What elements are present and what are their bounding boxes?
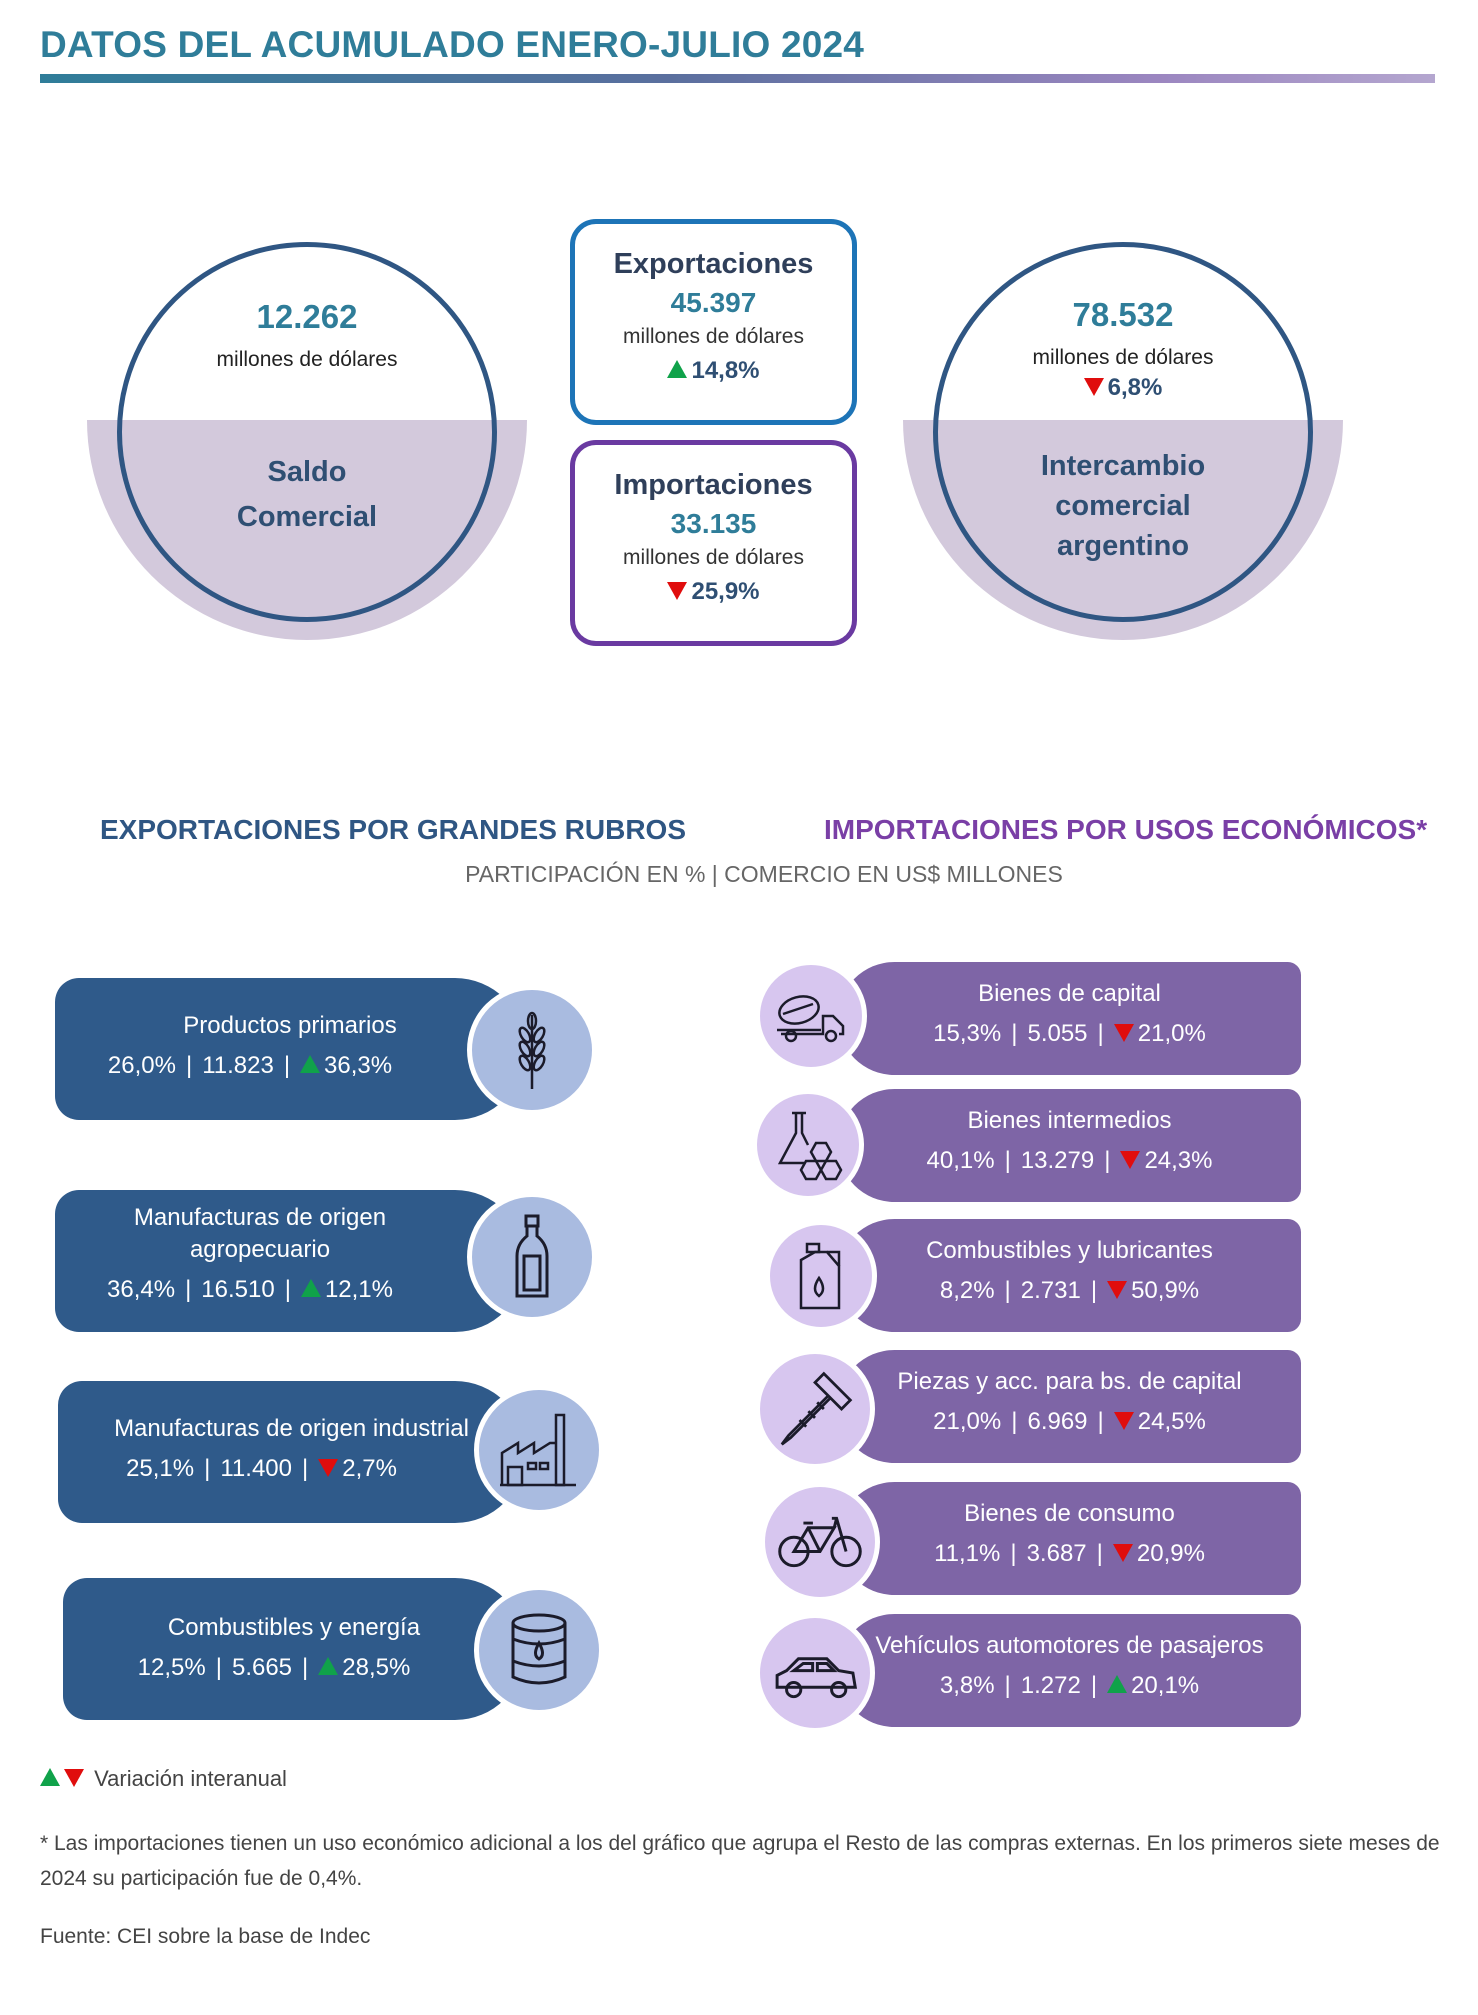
- arrow-down-icon: [1120, 1151, 1141, 1169]
- footnote: * Las importaciones tienen un uso económ…: [40, 1832, 1440, 1890]
- import-item: Combustibles y lubricantes 8,2% | 2.731 | 50…: [838, 1219, 1301, 1332]
- export-item-stats: 26,0% | 11.823 | 36,3%: [107, 1052, 393, 1079]
- import-item-stats: 8,2% | 2.731 | 50,9%: [939, 1277, 1200, 1304]
- car-icon: [755, 1613, 875, 1733]
- arrow-down-icon: [1083, 378, 1104, 396]
- importaciones-variation: 25,9%: [575, 578, 852, 606]
- variation-legend: Variación interanual: [40, 1766, 287, 1792]
- export-item-name: Manufacturas de origen industrial: [114, 1415, 469, 1442]
- import-item: Vehículos automotores de pasajeros 3,8% |…: [838, 1614, 1301, 1727]
- export-item: Manufacturas de origen industrial 25,1% |…: [58, 1381, 525, 1523]
- page-title: DATOS DEL ACUMULADO ENERO-JULIO 2024: [40, 24, 865, 65]
- import-item-stats: 11,1% | 3.687 | 20,9%: [934, 1540, 1205, 1567]
- import-item-stats: 3,8% | 1.272 | 20,1%: [939, 1672, 1200, 1699]
- fuel-can-icon: [765, 1220, 877, 1332]
- arrow-down-icon: [1107, 1281, 1128, 1299]
- intercambio-variation: 6,8%: [903, 374, 1343, 402]
- arrow-up-icon: [318, 1657, 339, 1675]
- source-note: Fuente: CEI sobre la base de Indec: [40, 1925, 371, 1948]
- saldo-comercial-card: 12.262 millones de dólares Saldo Comerci…: [87, 232, 527, 662]
- export-item-stats: 36,4% | 16.510 | 12,1%: [107, 1276, 393, 1303]
- arrow-up-icon: [667, 360, 688, 378]
- importaciones-title: Importaciones: [614, 469, 813, 501]
- export-item-name-line2: agropecuario: [189, 1236, 331, 1263]
- title-underline: [40, 74, 1435, 83]
- chemistry-flask-icon: [752, 1089, 864, 1201]
- import-item-stats: 15,3% | 5.055 | 21,0%: [933, 1020, 1206, 1047]
- exportaciones-unit: millones de dólares: [623, 325, 804, 348]
- saldo-value: 12.262: [256, 298, 358, 335]
- export-item-stats: 12,5% | 5.665 | 28,5%: [137, 1654, 411, 1681]
- import-item-name: Bienes de consumo: [964, 1500, 1175, 1527]
- arrow-down-icon: [667, 582, 688, 600]
- arrow-down-icon: [1113, 1412, 1134, 1430]
- importaciones-card: Importaciones 33.135 millones de dólares…: [570, 440, 857, 646]
- arrow-down-icon: [1113, 1024, 1134, 1042]
- exportaciones-variation: 14,8%: [575, 357, 852, 385]
- arrow-up-icon: [40, 1768, 60, 1786]
- import-item-name: Vehículos automotores de pasajeros: [875, 1632, 1264, 1659]
- saldo-unit: millones de dólares: [216, 348, 398, 371]
- bicycle-icon: [760, 1482, 880, 1602]
- exportaciones-card: Exportaciones 45.397 millones de dólares…: [570, 219, 857, 425]
- saldo-label-line2: Comercial: [236, 501, 378, 533]
- exports-section-title: EXPORTACIONES POR GRANDES RUBROS: [100, 814, 686, 845]
- intercambio-unit: millones de dólares: [1032, 346, 1214, 369]
- arrow-up-icon: [1107, 1675, 1128, 1693]
- import-item: Bienes de consumo 11,1% | 3.687 | 20,9%: [838, 1482, 1301, 1595]
- imports-section-title: IMPORTACIONES POR USOS ECONÓMICOS*: [824, 814, 1428, 845]
- circle-ring: [117, 242, 497, 622]
- import-item: Piezas y acc. para bs. de capital 21,0% |…: [838, 1350, 1301, 1463]
- arrow-up-icon: [300, 1055, 321, 1073]
- export-item: Productos primarios 26,0% | 11.823 | 36,3%: [55, 978, 525, 1120]
- import-item-stats: 40,1% | 13.279 | 24,3%: [926, 1147, 1213, 1174]
- arrow-down-icon: [1112, 1544, 1133, 1562]
- intercambio-label-line1: Intercambio: [1040, 450, 1206, 482]
- import-item-name: Bienes de capital: [978, 980, 1161, 1007]
- export-item-name: Combustibles y energía: [167, 1614, 421, 1641]
- intercambio-comercial-card: 78.532 millones de dólares 6,8% Intercam…: [903, 232, 1343, 662]
- oil-barrel-icon: [474, 1585, 604, 1715]
- arrow-down-icon: [318, 1459, 339, 1477]
- intercambio-label-line2: comercial: [1055, 490, 1191, 522]
- export-item-name: Manufacturas de origen: [133, 1204, 387, 1231]
- exportaciones-value: 45.397: [670, 287, 757, 318]
- importaciones-value: 33.135: [670, 508, 757, 539]
- bottle-icon: [467, 1192, 597, 1322]
- export-item-name: Productos primarios: [183, 1012, 397, 1039]
- saldo-label-line1: Saldo: [267, 456, 347, 488]
- export-item: Manufacturas de origen agropecuario 36,4…: [55, 1190, 525, 1332]
- export-item: Combustibles y energía 12,5% | 5.665 | 28,5%: [63, 1578, 525, 1720]
- importaciones-unit: millones de dólares: [623, 546, 804, 569]
- concrete-truck-icon: [755, 960, 867, 1072]
- screw-icon: [755, 1349, 875, 1469]
- intercambio-label-line3: argentino: [1056, 530, 1190, 562]
- circle-ring: [933, 242, 1313, 622]
- arrow-up-icon: [300, 1279, 321, 1297]
- import-item-stats: 21,0% | 6.969 | 24,5%: [933, 1408, 1206, 1435]
- import-item-name: Piezas y acc. para bs. de capital: [897, 1368, 1242, 1395]
- arrow-down-icon: [64, 1769, 84, 1787]
- export-item-stats: 25,1% | 11.400 | 2,7%: [126, 1455, 397, 1482]
- section-subtitle: PARTICIPACIÓN EN % | COMERCIO EN US$ MIL…: [465, 861, 1063, 887]
- factory-icon: [474, 1385, 604, 1515]
- import-item: Bienes de capital 15,3% | 5.055 | 21,0%: [838, 962, 1301, 1075]
- wheat-icon: [467, 985, 597, 1115]
- import-item-name: Bienes intermedios: [967, 1107, 1172, 1134]
- import-item-name: Combustibles y lubricantes: [926, 1237, 1213, 1264]
- exportaciones-title: Exportaciones: [613, 248, 814, 280]
- import-item: Bienes intermedios 40,1% | 13.279 | 24,3%: [838, 1089, 1301, 1202]
- intercambio-value: 78.532: [1072, 296, 1174, 333]
